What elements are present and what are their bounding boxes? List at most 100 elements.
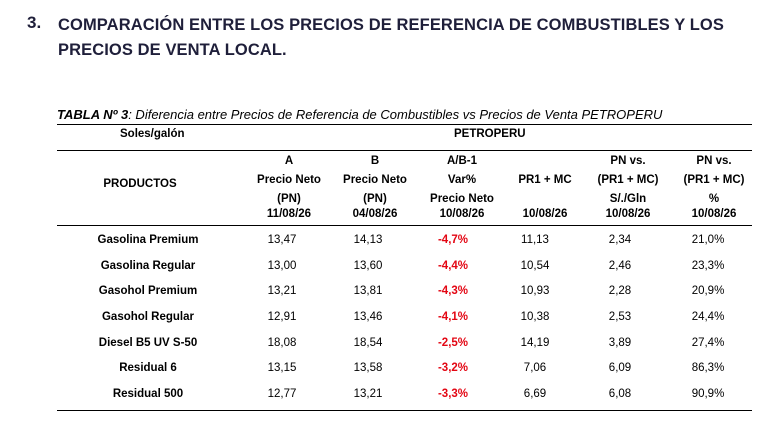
table-row: Gasohol Regular 12,91 13,46 -4,1% 10,38 2,53 2… bbox=[57, 304, 751, 330]
column-header-line: % bbox=[708, 193, 720, 205]
table-row: Residual 500 12,77 13,21 -3,3% 6,69 6,08 90,9% bbox=[57, 381, 751, 407]
column-header-line bbox=[500, 152, 590, 171]
table-cell: 24,4% bbox=[691, 310, 725, 323]
column-header-line: Precio Neto bbox=[430, 193, 494, 205]
table-cell: 18,54 bbox=[353, 336, 383, 349]
table-cell: 13,46 bbox=[353, 310, 383, 323]
product-name: Gasohol Regular bbox=[101, 310, 195, 323]
product-name: Gasohol Premium bbox=[98, 285, 198, 298]
product-name: Gasolina Premium bbox=[97, 233, 199, 246]
column-header-line: (PR1 + MC) bbox=[597, 174, 659, 186]
table-cell: -3,2% bbox=[437, 362, 469, 375]
column-header-line: Var% bbox=[447, 174, 477, 186]
table-cell: 2,53 bbox=[608, 310, 632, 323]
table-cell: 86,3% bbox=[691, 362, 725, 375]
table-cell: -4,3% bbox=[437, 285, 469, 298]
column-date: 11/08/26 bbox=[266, 208, 312, 220]
table-cell: 13,21 bbox=[267, 285, 297, 298]
table-cell: 10,54 bbox=[520, 259, 550, 272]
table-row: Gasohol Premium 13,21 13,81 -4,3% 10,93 2,28 2… bbox=[57, 278, 751, 304]
table-cell: 13,21 bbox=[353, 387, 383, 400]
column-header-line: B bbox=[370, 155, 380, 167]
table-cell: 6,09 bbox=[608, 362, 632, 375]
column-header-6: PN vs. (PR1 + MC)% bbox=[669, 152, 759, 209]
column-header-5: PN vs. (PR1 + MC) S/./Gln bbox=[583, 152, 673, 209]
table-cell: 2,46 bbox=[608, 259, 632, 272]
product-name: Residual 6 bbox=[119, 362, 177, 375]
table-cell: 10,38 bbox=[520, 310, 550, 323]
table-cell: 6,08 bbox=[608, 387, 632, 400]
table-cell: -4,1% bbox=[437, 310, 469, 323]
table-cell: -4,7% bbox=[437, 233, 469, 246]
column-header-line: (PN) bbox=[277, 193, 301, 205]
table-cell: -4,4% bbox=[437, 259, 469, 272]
table-cell: -3,3% bbox=[437, 387, 469, 400]
table-caption-text: : Diferencia entre Precios de Referencia… bbox=[128, 107, 663, 122]
column-header-1: A Precio Neto (PN) bbox=[244, 152, 334, 209]
table-cell: 3,89 bbox=[608, 336, 632, 349]
table-cell: 6,69 bbox=[523, 387, 547, 400]
table-row: Diesel B5 UV S-50 18,08 18,54 -2,5% 14,19 3,8… bbox=[57, 330, 751, 356]
table-row: Gasolina Premium 13,47 14,13 -4,7% 11,13 2,34… bbox=[57, 227, 751, 253]
table-cell: 13,15 bbox=[267, 362, 297, 375]
table-cell: 13,00 bbox=[267, 259, 297, 272]
table-caption: TABLA Nº 3: Diferencia entre Precios de … bbox=[57, 107, 757, 122]
table-cell: 23,3% bbox=[691, 259, 725, 272]
table-cell: 90,9% bbox=[691, 387, 725, 400]
table-caption-label: TABLA Nº 3 bbox=[57, 107, 129, 122]
table-cell: 14,19 bbox=[520, 336, 550, 349]
table-bottom-rule bbox=[57, 410, 752, 411]
column-date: 10/08/26 bbox=[522, 208, 568, 220]
column-header-line: (PN) bbox=[363, 193, 387, 205]
column-date: 10/08/26 bbox=[439, 208, 485, 220]
column-date: 10/08/26 bbox=[605, 208, 651, 220]
table-cell: 21,0% bbox=[691, 233, 725, 246]
header-divider bbox=[57, 150, 752, 151]
column-header-line: S/./Gln bbox=[609, 193, 647, 205]
table-cell: 10,93 bbox=[520, 285, 550, 298]
table-row: Gasolina Regular 13,00 13,60 -4,4% 10,54 2,46… bbox=[57, 253, 751, 279]
column-header-line: Precio Neto bbox=[257, 174, 321, 186]
table-cell: 13,47 bbox=[267, 233, 297, 246]
table-cell: 20,9% bbox=[691, 285, 725, 298]
group-label: PETROPERU bbox=[454, 128, 526, 140]
product-name: Residual 500 bbox=[112, 387, 184, 400]
column-date: 10/08/26 bbox=[691, 208, 737, 220]
table-cell: 13,58 bbox=[353, 362, 383, 375]
header-bottom-rule bbox=[57, 225, 752, 226]
product-name: Gasolina Regular bbox=[100, 259, 196, 272]
column-header-line bbox=[500, 190, 590, 209]
column-header-3: A/B-1 Var% Precio Neto bbox=[417, 152, 507, 209]
column-header-line: PN vs. bbox=[696, 155, 732, 167]
table-row: Residual 6 13,15 13,58 -3,2% 7,06 6,09 86,3% bbox=[57, 355, 751, 381]
column-header-line: Precio Neto bbox=[343, 174, 407, 186]
column-header-2: B Precio Neto (PN) bbox=[330, 152, 420, 209]
column-header-line: PR1 + MC bbox=[518, 174, 572, 186]
column-header-line: A/B-1 bbox=[446, 155, 478, 167]
table-top-rule bbox=[57, 124, 752, 125]
table-cell: 14,13 bbox=[353, 233, 383, 246]
column-header-line: PN vs. bbox=[610, 155, 646, 167]
table-cell: 2,28 bbox=[608, 285, 632, 298]
table-cell: 13,81 bbox=[353, 285, 383, 298]
price-table: Gasolina Premium 13,47 14,13 -4,7% 11,13 2,34… bbox=[57, 227, 751, 407]
table-cell: 27,4% bbox=[691, 336, 725, 349]
table-cell: 12,77 bbox=[267, 387, 297, 400]
product-name: Diesel B5 UV S-50 bbox=[98, 336, 198, 349]
products-header: PRODUCTOS bbox=[103, 178, 177, 190]
table-cell: 2,34 bbox=[608, 233, 632, 246]
table-cell: 11,13 bbox=[521, 233, 549, 246]
table-cell: -2,5% bbox=[437, 336, 469, 349]
section-title: COMPARACIÓN ENTRE LOS PRECIOS DE REFEREN… bbox=[58, 16, 724, 59]
column-header-4: PR1 + MC bbox=[500, 152, 590, 209]
column-date: 04/08/26 bbox=[352, 208, 398, 220]
table-cell: 12,91 bbox=[267, 310, 297, 323]
table-cell: 7,06 bbox=[523, 362, 547, 375]
section-number: 3. bbox=[27, 13, 42, 32]
price-table-body: Gasolina Premium 13,47 14,13 -4,7% 11,13 2,34… bbox=[57, 227, 751, 407]
column-header-line: (PR1 + MC) bbox=[683, 174, 745, 186]
table-cell: 18,08 bbox=[267, 336, 297, 349]
column-header-line: A bbox=[284, 155, 294, 167]
table-cell: 13,60 bbox=[353, 259, 383, 272]
units-label: Soles/galón bbox=[120, 128, 185, 140]
